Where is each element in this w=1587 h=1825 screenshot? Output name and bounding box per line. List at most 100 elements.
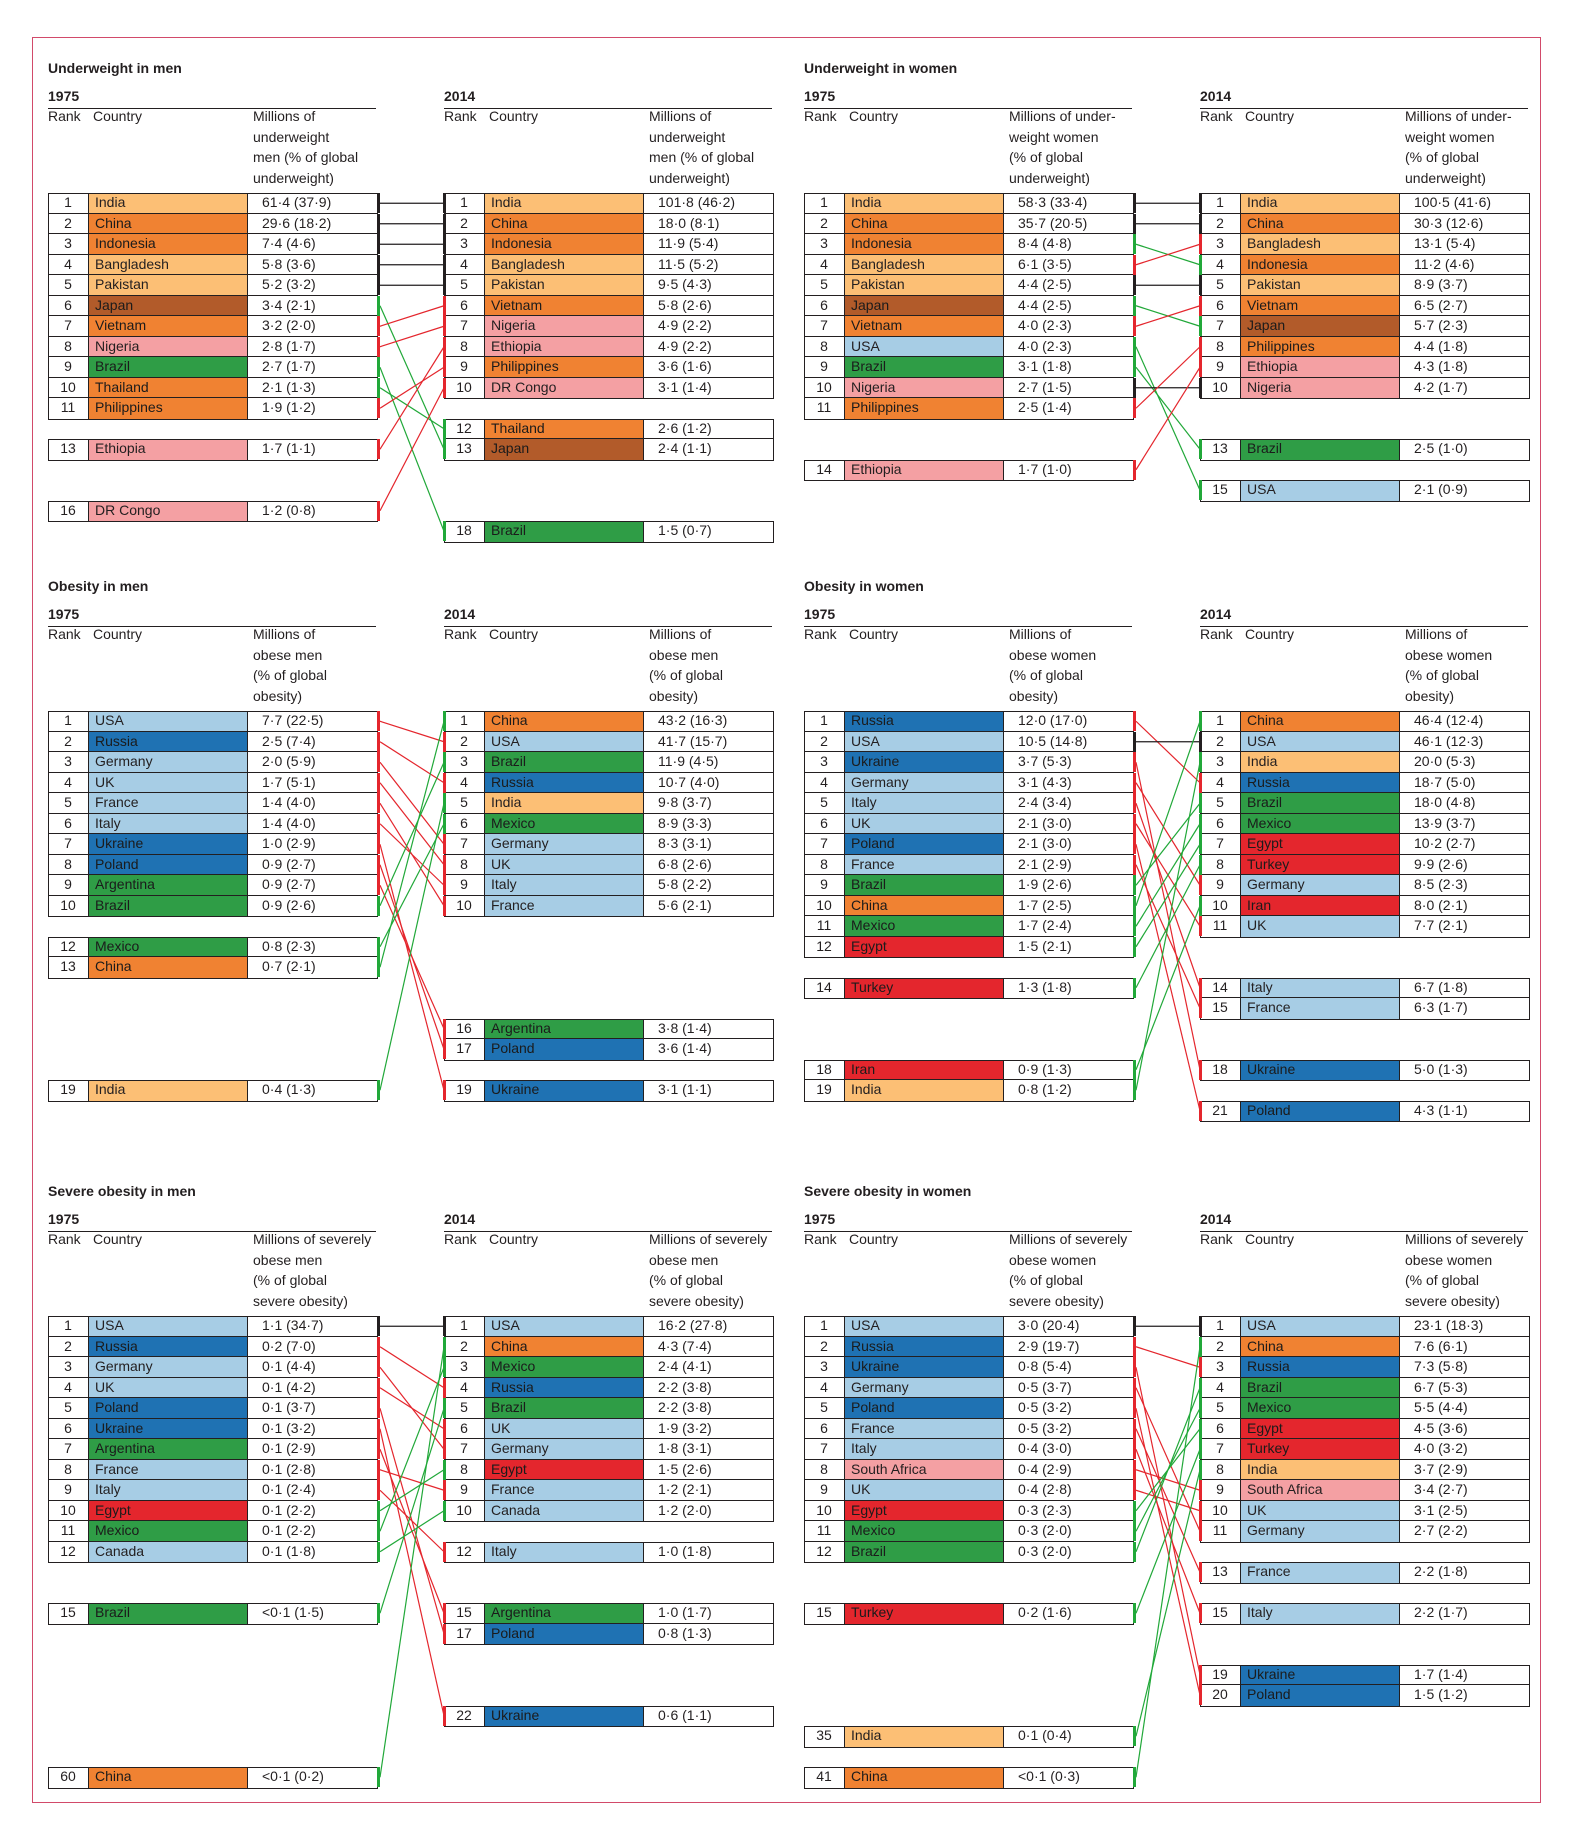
rank-cell: 1 [820,194,828,210]
rank-change-marker [1133,936,1136,957]
rank-cell: 2 [820,1337,828,1354]
rank-cell: 18 [456,522,472,538]
value-cell: 2·5 (7·4) [262,732,316,749]
country-cell: Ethiopia [88,439,248,460]
table-row: 7 Egypt 10·2 (2·7) [1200,834,1530,855]
country-cell: Turkey [1240,854,1400,874]
rank-change-marker [377,1521,380,1542]
value-cell: 3·4 (2·7) [1414,1481,1468,1497]
value-header: obese men [649,646,719,663]
rank-change-marker [443,1357,446,1378]
rank-cell: 3 [820,235,828,251]
country-cell: Ukraine [484,1080,644,1101]
rank-change-marker [443,213,446,234]
rank-cell: 2 [460,732,468,749]
rank-change-marker [1133,357,1136,378]
year-label: 2014 [1200,1211,1528,1232]
country-cell: Mexico [844,916,1004,936]
rank-cell: 4 [64,773,72,790]
rank-cell: 11 [60,399,76,415]
rank-change-marker [377,895,380,916]
rank-cell: 12 [456,1542,472,1559]
rank-cell: 2 [64,732,72,749]
value-cell: 8·0 (2·1) [1414,896,1468,913]
table-row: 12 Egypt 1·5 (2·1) [804,936,1134,957]
rank-cell: 1 [1216,1317,1224,1333]
value-header: (% of global [1009,1272,1083,1288]
rank-change-marker [443,521,446,542]
table-row: 12 Canada 0·1 (1·8) [48,1541,378,1562]
value-cell: 9·5 (4·3) [658,276,712,292]
rank-change-marker [1133,793,1136,814]
table-row: 6 Japan 4·4 (2·5) [804,295,1134,316]
country-cell: Argentina [484,1603,644,1623]
rank-change-marker [1199,875,1202,896]
country-cell: India [1240,193,1400,213]
country-cell: Argentina [88,875,248,895]
table-row: 9 Italy 5·8 (2·2) [444,875,774,896]
rank-cell: 3 [64,1358,72,1374]
value-cell: 29·6 (18·2) [262,214,332,231]
table-row: 13 France 2·2 (1·8) [1200,1562,1530,1583]
country-cell: France [844,854,1004,874]
table-row: 16 DR Congo 1·2 (0·8) [48,500,378,521]
country-cell: China [844,895,1004,915]
rank-change-marker [443,1398,446,1419]
country-cell: China [1240,711,1400,731]
panel-title: Obesity in men [48,578,149,594]
rank-change-marker [377,1316,380,1337]
table-row: 11 Germany 2·7 (2·2) [1200,1521,1530,1542]
rank-change-marker [1199,1439,1202,1460]
rank-change-marker [377,1357,380,1378]
table-row: 5 France 1·4 (4·0) [48,793,378,814]
table-row: 15 Turkey 0·2 (1·6) [804,1603,1134,1624]
rank-cell: 17 [456,1040,472,1056]
country-cell: Ukraine [844,1357,1004,1377]
value-cell: 5·2 (3·2) [262,276,316,292]
rank-cell: 9 [64,876,72,892]
value-cell: 1·5 (2·1) [1018,937,1072,954]
rank-cell: 3 [1216,235,1224,251]
table-row: 10 Brazil 0·9 (2·6) [48,895,378,916]
table-row: 10 Nigeria 4·2 (1·7) [1200,377,1530,398]
country-cell: USA [484,731,644,751]
value-header: obesity) [1009,687,1059,704]
rank-cell: 4 [460,1378,468,1395]
rank-change-marker [1133,977,1136,998]
rank-cell: 6 [820,1419,828,1436]
rank-change-marker [1199,1480,1202,1501]
country-header: Country [93,108,143,124]
country-cell: Vietnam [484,295,644,315]
country-cell: USA [1240,480,1400,501]
value-cell: 0·1 (2·4) [262,1481,316,1497]
value-cell: 0·1 (2·2) [262,1522,316,1538]
country-cell: Pakistan [484,275,644,295]
table-row: 12 Thailand 2·6 (1·2) [444,418,774,439]
value-cell: 18·7 (5·0) [1414,773,1476,790]
value-header: (% of global [1405,1272,1479,1288]
rank-header: Rank [804,626,837,642]
rank-change-marker [1133,813,1136,834]
table-row: 5 Poland 0·5 (3·2) [804,1398,1134,1419]
country-cell: Mexico [88,1521,248,1541]
table-row: 1 USA 7·7 (22·5) [48,711,378,732]
rank-change-marker [1199,480,1202,501]
table-row: 1 India 101·8 (46·2) [444,193,774,214]
country-cell: France [484,1480,644,1500]
rank-change-marker [443,793,446,814]
country-cell: China [1240,1336,1400,1356]
rank-change-marker [1199,439,1202,460]
rank-cell: 10 [60,896,76,913]
value-cell: 4·0 (2·3) [1018,337,1072,354]
rank-cell: 7 [820,835,828,851]
rank-cell: 5 [1216,1399,1224,1415]
table-row: 2 Russia 0·2 (7·0) [48,1336,378,1357]
country-cell: China [88,213,248,233]
rank-change-marker [377,500,380,521]
rank-cell: 10 [816,378,832,395]
rank-change-marker [1133,377,1136,398]
table-row: 6 Mexico 13·9 (3·7) [1200,813,1530,834]
table-row: 4 Bangladesh 5·8 (3·6) [48,254,378,275]
rank-cell: 2 [64,214,72,231]
country-cell: Egypt [88,1500,248,1520]
